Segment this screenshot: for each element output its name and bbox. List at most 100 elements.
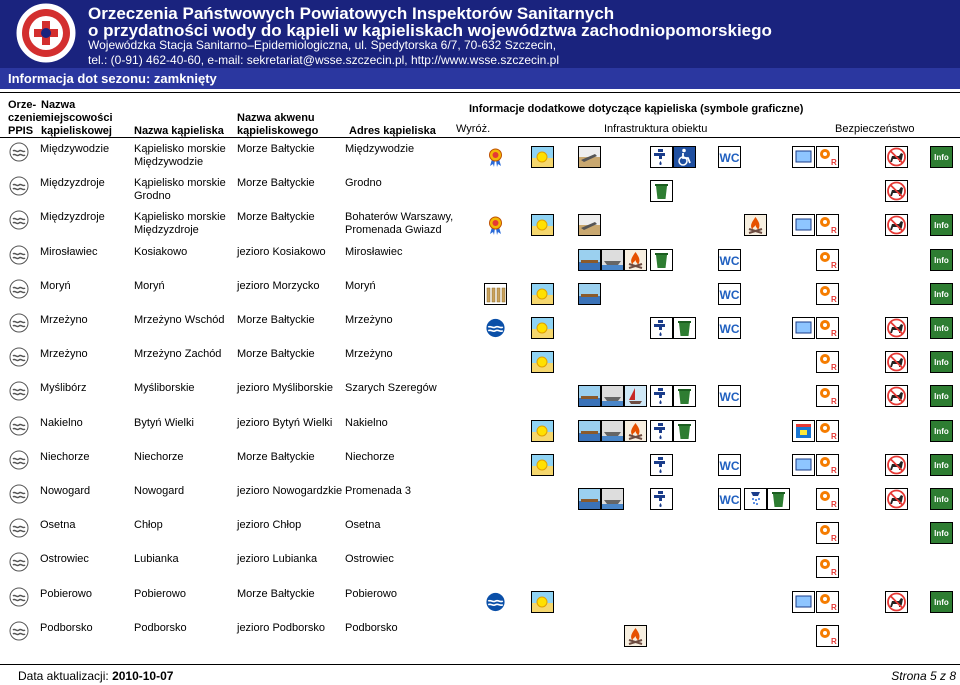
cell-akwen: Morze Bałtyckie — [237, 348, 315, 361]
cell-kapielisko-line2: Międzyzdroje — [134, 224, 199, 237]
sunbed-icon — [578, 146, 601, 168]
lifeguard-icon: R — [816, 146, 839, 168]
cell-kapielisko: Kosiakowo — [134, 245, 188, 258]
nodog-icon — [885, 590, 908, 613]
svg-text:Info: Info — [934, 358, 949, 367]
water-icon — [484, 591, 507, 613]
svg-text:Info: Info — [934, 221, 949, 230]
table-row: Myślibórz Myśliborskie jezioro Myśliborski… — [0, 378, 960, 412]
table-row: Moryń Moryń jezioro Morzycko Moryń WC R Info — [0, 276, 960, 310]
boat-icon — [601, 488, 624, 510]
cell-akwen: jezioro Nowogardzkie — [237, 485, 343, 497]
cell-kapielisko: Kąpielisko morskie — [134, 211, 226, 224]
fire-icon — [744, 214, 767, 237]
svg-text:R: R — [831, 466, 837, 475]
wave-icon — [9, 416, 29, 436]
cell-kapielisko: Pobierowo — [134, 587, 186, 600]
tap-icon — [650, 419, 673, 442]
pier-icon — [578, 248, 601, 271]
cell-miejscowosc: Mrzeżyno — [40, 348, 88, 361]
update-date: Data aktualizacji: 2010-10-07 — [18, 669, 174, 683]
wave-icon — [9, 176, 29, 196]
svg-text:R: R — [831, 158, 837, 167]
cell-akwen: jezioro Kosiakowo — [237, 245, 326, 258]
fire-icon — [624, 419, 647, 442]
cell-akwen: Morze Bałtyckie — [237, 450, 315, 463]
lifeguard-icon: R — [816, 419, 839, 442]
medal-icon — [484, 146, 507, 168]
nodog-icon — [885, 146, 908, 168]
cell-akwen: Morze Bałtyckie — [237, 143, 315, 155]
table-row: Mrzeżyno Mrzeżyno Wschód Morze Bałtyckie Mr… — [0, 310, 960, 344]
cell-kapielisko: Podborsko — [134, 621, 187, 634]
cell-adres: Moryń — [345, 279, 376, 292]
svg-text:WC: WC — [720, 288, 740, 302]
pier-icon — [578, 488, 601, 510]
cell-adres: Międzywodzie — [345, 143, 415, 155]
table-row: Nakielno Bytyń Wielki jezioro Bytyń Wielki… — [0, 413, 960, 447]
svg-text:R: R — [831, 534, 837, 543]
svg-text:Info: Info — [934, 392, 949, 401]
svg-text:Info: Info — [934, 598, 949, 607]
page-number: Strona 5 z 8 — [891, 669, 956, 683]
cell-kapielisko: Kąpielisko morskie — [134, 143, 226, 155]
wave-icon — [9, 313, 29, 333]
cell-miejscowosc: Międzyzdroje — [40, 177, 105, 190]
sail-icon — [624, 385, 647, 408]
svg-text:R: R — [831, 329, 837, 338]
wc-icon: WC — [718, 385, 741, 408]
svg-text:R: R — [831, 397, 837, 406]
flag-icon — [792, 453, 815, 476]
cell-miejscowosc: Moryń — [40, 279, 71, 292]
col-wyroz: Wyróż. — [456, 123, 491, 135]
svg-text:WC: WC — [720, 459, 740, 473]
cell-kapielisko-line2: Grodno — [134, 190, 171, 203]
tap-icon — [650, 488, 673, 510]
table-row: Pobierowo Pobierowo Morze Bałtyckie Pobiero… — [0, 584, 960, 618]
wave-icon — [9, 518, 29, 538]
beach-icon — [531, 419, 554, 442]
cell-kapielisko: Mrzeżyno Zachód — [134, 348, 222, 361]
nodog-icon — [885, 488, 908, 510]
svg-text:Info: Info — [934, 495, 949, 504]
svg-text:R: R — [831, 432, 837, 441]
beach-icon — [531, 351, 554, 374]
svg-text:WC: WC — [720, 390, 740, 404]
table-row: Międzyzdroje Kąpielisko morskie Grodno Morz… — [0, 173, 960, 207]
cell-kapielisko: Myśliborskie — [134, 382, 195, 395]
table-row: Mrzeżyno Mrzeżyno Zachód Morze Bałtyckie Mr… — [0, 344, 960, 378]
lifeguard-icon: R — [816, 317, 839, 339]
boat-icon — [601, 419, 624, 442]
cell-adres: Pobierowo — [345, 587, 397, 600]
cell-kapielisko-line2: Międzywodzie — [134, 156, 204, 168]
info-icon: Info — [930, 317, 953, 339]
bin-icon — [650, 180, 673, 203]
wave-icon — [9, 552, 29, 572]
svg-text:Info: Info — [934, 153, 949, 162]
table-row: Ostrowiec Lubianka jezioro Lubianka Ostrowi… — [0, 549, 960, 583]
wc-icon: WC — [718, 248, 741, 271]
wc-icon: WC — [718, 488, 741, 510]
info-icon: Info — [930, 590, 953, 613]
info-icon: Info — [930, 385, 953, 408]
svg-text:R: R — [831, 637, 837, 646]
svg-text:R: R — [831, 295, 837, 304]
cell-kapielisko: Niechorze — [134, 450, 184, 463]
cell-adres: Grodno — [345, 177, 382, 190]
nodog-icon — [885, 180, 908, 203]
cell-miejscowosc: Międzyzdroje — [40, 211, 105, 224]
bin-icon — [673, 317, 696, 339]
col-adres: Adres kąpieliska — [349, 125, 436, 137]
flag-icon — [792, 590, 815, 613]
info-icon: Info — [930, 488, 953, 510]
lifeguard-icon: R — [816, 488, 839, 510]
shower-icon — [744, 488, 767, 510]
cell-akwen: jezioro Podborsko — [237, 621, 326, 634]
address-line2: tel.: (0-91) 462-40-60, e-mail: sekretar… — [88, 53, 560, 67]
flag-icon — [792, 317, 815, 339]
table-header: Orze-czenie PPIS Nazwa miejscowości kąpieli… — [0, 92, 960, 138]
cell-kapielisko: Moryń — [134, 279, 165, 292]
fire-icon — [624, 248, 647, 271]
pier-icon — [578, 282, 601, 305]
beach-icon — [531, 590, 554, 613]
